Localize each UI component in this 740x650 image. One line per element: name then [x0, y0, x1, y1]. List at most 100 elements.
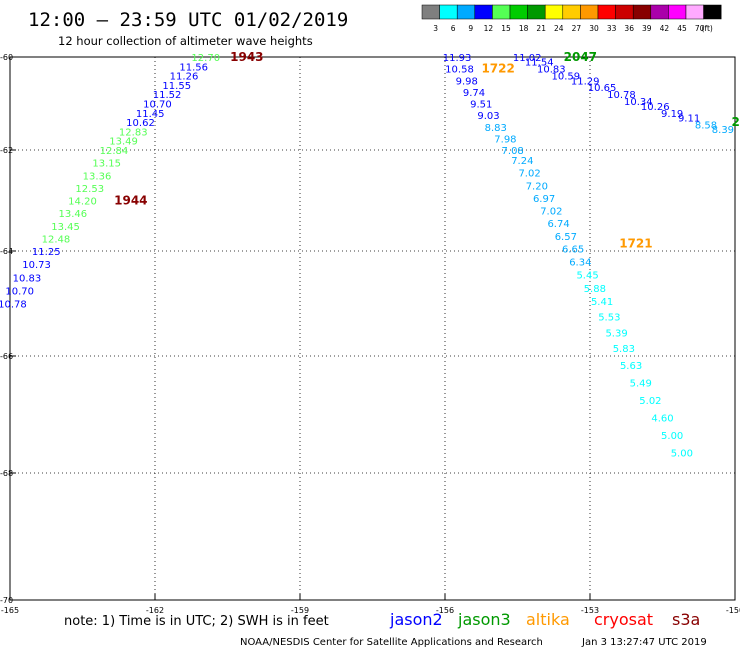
- scale-label: 70: [695, 24, 705, 33]
- swh-point-altika: 6.34: [569, 258, 591, 269]
- scale-swatch: [685, 4, 704, 20]
- scale-swatch: [580, 4, 599, 20]
- scale-label: 3: [433, 24, 438, 33]
- swh-point-altika: 9.74: [463, 88, 485, 99]
- y-tick-label: -60: [0, 53, 13, 62]
- scale-label: 39: [642, 24, 652, 33]
- swh-point-s3a: 13.46: [59, 209, 88, 220]
- swh-point-altika: 10.58: [445, 65, 474, 76]
- swh-point-altika: 8.83: [485, 123, 507, 134]
- legend-item-cryosat: cryosat: [594, 610, 653, 629]
- scale-swatch: [562, 4, 581, 20]
- swh-point-altika: 6.57: [555, 232, 577, 243]
- swh-point-jason3: 10.26: [641, 102, 670, 113]
- swh-point-s3a: 10.73: [22, 260, 51, 271]
- swh-point-jason3: 11.29: [571, 76, 600, 87]
- scale-swatch: [615, 4, 634, 20]
- swh-point-jason3: 8.58: [695, 120, 717, 131]
- swh-point-s3a: 11.56: [179, 62, 208, 73]
- swh-point-s3a: 13.15: [92, 159, 121, 170]
- scale-unit: (ft): [702, 24, 713, 33]
- swh-point-altika: 9.98: [456, 76, 478, 87]
- scale-label: 45: [677, 24, 687, 33]
- scale-swatch: [492, 4, 511, 20]
- units-note: note: 1) Time is in UTC; 2) SWH is in fe…: [64, 614, 329, 629]
- swh-point-altika: 5.83: [613, 344, 635, 355]
- plot-area: -165 -162 -159 -156 -153 -150 -60 -62 -64 -66 -68 -…: [0, 50, 740, 615]
- swh-point-altika: 7.24: [511, 156, 533, 167]
- swh-point-s3a: 11.45: [136, 109, 165, 120]
- scale-label: 18: [519, 24, 529, 33]
- swh-point-s3a: 13.45: [51, 222, 80, 233]
- scale-swatch: [650, 4, 669, 20]
- swh-point-s3a: 10.78: [0, 300, 27, 311]
- scale-swatch: [632, 4, 652, 20]
- y-tick-label: -66: [0, 352, 13, 361]
- scale-swatch: [421, 4, 440, 20]
- scale-label: 21: [536, 24, 546, 33]
- swh-point-s3a: 12.70: [191, 53, 220, 64]
- swh-point-s3a: 10.62: [126, 118, 155, 129]
- swh-point-altika: 9.51: [470, 100, 492, 111]
- swh-point-altika: 9.03: [477, 111, 499, 122]
- swh-point-s3a: 10.70: [143, 100, 172, 111]
- swh-point-jason3: 9.11: [678, 113, 700, 124]
- pass-time-label-altika: 1722: [481, 62, 514, 76]
- swh-point-altika: 5.41: [591, 297, 613, 308]
- swh-point-s3a: 11.52: [153, 90, 182, 101]
- swh-point-jason3: 11.54: [525, 58, 554, 69]
- swh-point-altika: 6.74: [547, 219, 569, 230]
- x-tick-label: -165: [1, 606, 19, 615]
- scale-swatch: [544, 4, 564, 20]
- scale-swatch: [474, 4, 493, 20]
- swh-point-jason3: 8.39: [712, 125, 734, 136]
- y-tick-label: -64: [0, 247, 13, 256]
- swh-point-altika: 5.53: [598, 313, 620, 324]
- timestamp: Jan 3 13:27:47 UTC 2019: [581, 637, 707, 648]
- legend-item-altika: altika: [526, 610, 570, 629]
- x-tick-label: -153: [581, 606, 599, 615]
- swh-point-altika: 5.88: [584, 284, 606, 295]
- legend-item-jason2: jason2: [389, 610, 443, 629]
- swh-point-s3a: 12.84: [100, 146, 129, 157]
- x-tick-label: -162: [146, 606, 164, 615]
- swh-point-altika: 5.49: [630, 378, 652, 389]
- chart-subtitle: 12 hour collection of altimeter wave hei…: [58, 34, 313, 48]
- swh-point-s3a: 11.55: [162, 81, 191, 92]
- pass-time-label-s3a: 1944: [114, 194, 147, 208]
- scale-label: 24: [554, 24, 564, 33]
- swh-point-jason3: 10.59: [552, 72, 581, 83]
- swh-point-altika: 5.00: [661, 431, 683, 442]
- swh-point-jason3: 9.19: [661, 109, 683, 120]
- swh-point-altika: 4.60: [651, 413, 673, 424]
- swh-point-s3a: 13.49: [109, 137, 138, 148]
- swh-point-altika: 5.39: [605, 328, 627, 339]
- swh-point-s3a: 10.83: [13, 273, 42, 284]
- y-tick-label: -70: [0, 596, 13, 605]
- swh-point-altika: 6.97: [533, 194, 555, 205]
- y-tick-label: -68: [0, 469, 13, 478]
- swh-point-altika: 5.63: [620, 361, 642, 372]
- swh-point-s3a: 12.48: [42, 234, 71, 245]
- scale-label: 27: [572, 24, 582, 33]
- scale-swatch: [456, 4, 476, 20]
- x-tick-label: -159: [291, 606, 309, 615]
- chart-title: 12:00 – 23:59 UTC 01/02/2019: [28, 9, 348, 31]
- swh-point-altika: 7.02: [518, 169, 540, 180]
- swh-point-jason3: 10.83: [537, 65, 566, 76]
- x-tick-label: -156: [436, 606, 454, 615]
- scale-swatch: [703, 4, 722, 20]
- scale-label: 30: [589, 24, 599, 33]
- swh-point-altika: 5.45: [576, 271, 598, 282]
- scale-swatch: [597, 4, 616, 20]
- pass-time-label-s3a: 1943: [230, 50, 263, 64]
- plot-frame: [9, 56, 736, 601]
- swh-point-s3a: 12.83: [119, 127, 148, 138]
- swh-point-altika: 7.20: [526, 181, 548, 192]
- y-tick-label: -62: [0, 146, 13, 155]
- swh-point-altika: 7.98: [494, 134, 516, 145]
- swh-point-altika: 5.02: [639, 396, 661, 407]
- swh-point-s3a: 14.20: [68, 197, 97, 208]
- satellite-legend: jason2 jason3 altika cryosat s3a: [389, 610, 700, 629]
